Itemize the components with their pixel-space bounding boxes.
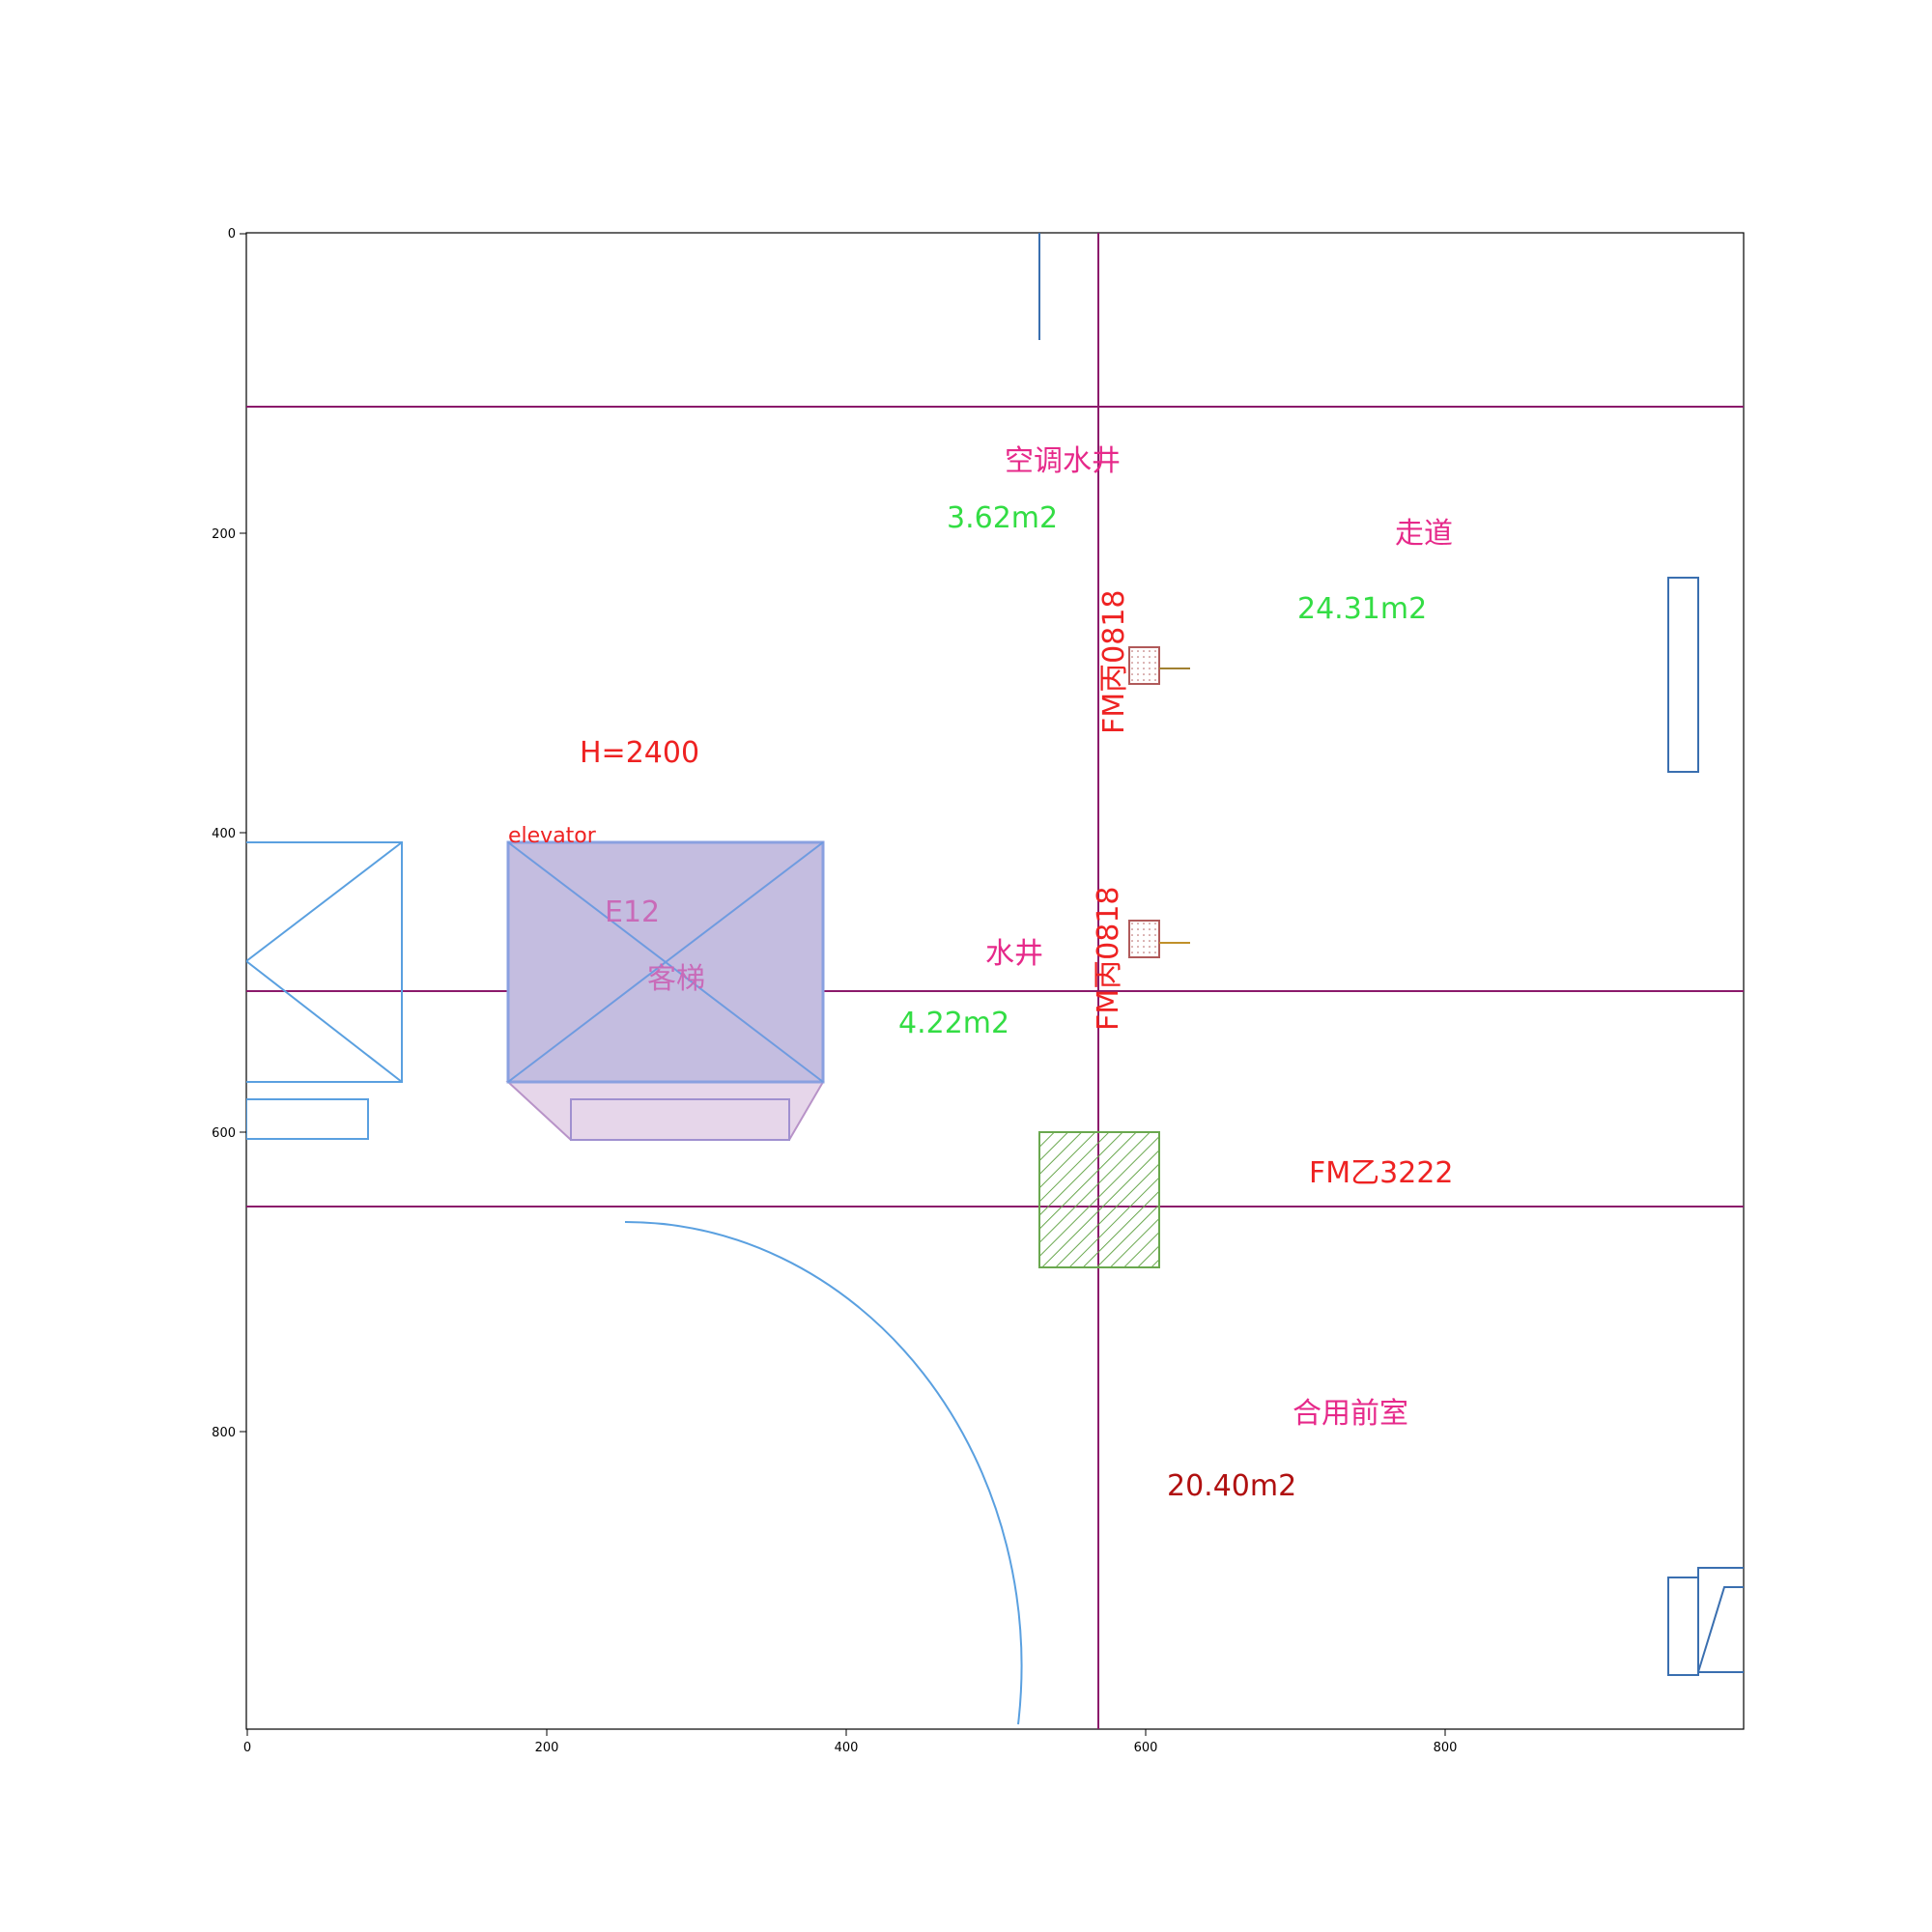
y-tick-label: 800 [212,1426,236,1440]
door-symbol-top [1129,647,1190,684]
door-swing-arc [625,1222,1022,1724]
bottom-right-fixture [1668,1568,1744,1675]
height-label: H=2400 [580,736,699,770]
elevator-tag: elevator [508,824,597,848]
y-tick-label: 0 [228,227,236,242]
elevator-name: 客梯 [647,962,705,996]
shared-anteroom-area: 20.40m2 [1167,1469,1296,1503]
door-symbol-middle [1129,921,1190,957]
door-label-middle: FM丙0818 [1092,887,1125,1032]
right-wall-panel [1668,578,1698,772]
shared-anteroom-label: 合用前室 [1293,1397,1408,1431]
hatched-shaft [1039,1132,1159,1267]
water-shaft-label: 水井 [985,937,1043,971]
corridor-area: 24.31m2 [1297,592,1427,626]
ac-water-shaft-label: 空调水井 [1005,444,1121,478]
y-tick-label: 600 [212,1126,236,1141]
corridor-label: 走道 [1395,517,1453,551]
x-tick-label: 200 [535,1741,559,1755]
fire-door-label: FM乙3222 [1309,1156,1454,1190]
y-axis: 0 200 400 600 800 [212,227,246,1440]
elevator-id: E12 [605,895,660,929]
ac-water-shaft-area: 3.62m2 [947,501,1058,535]
water-shaft-area: 4.22m2 [898,1007,1009,1040]
x-tick-label: 800 [1434,1741,1458,1755]
x-tick-label: 400 [835,1741,859,1755]
x-tick-label: 0 [243,1741,251,1755]
x-axis: 0 200 400 600 800 [243,1729,1458,1755]
y-tick-label: 400 [212,827,236,841]
door-label-top: FM丙0818 [1097,590,1131,735]
x-tick-label: 600 [1134,1741,1158,1755]
y-tick-label: 200 [212,527,236,542]
